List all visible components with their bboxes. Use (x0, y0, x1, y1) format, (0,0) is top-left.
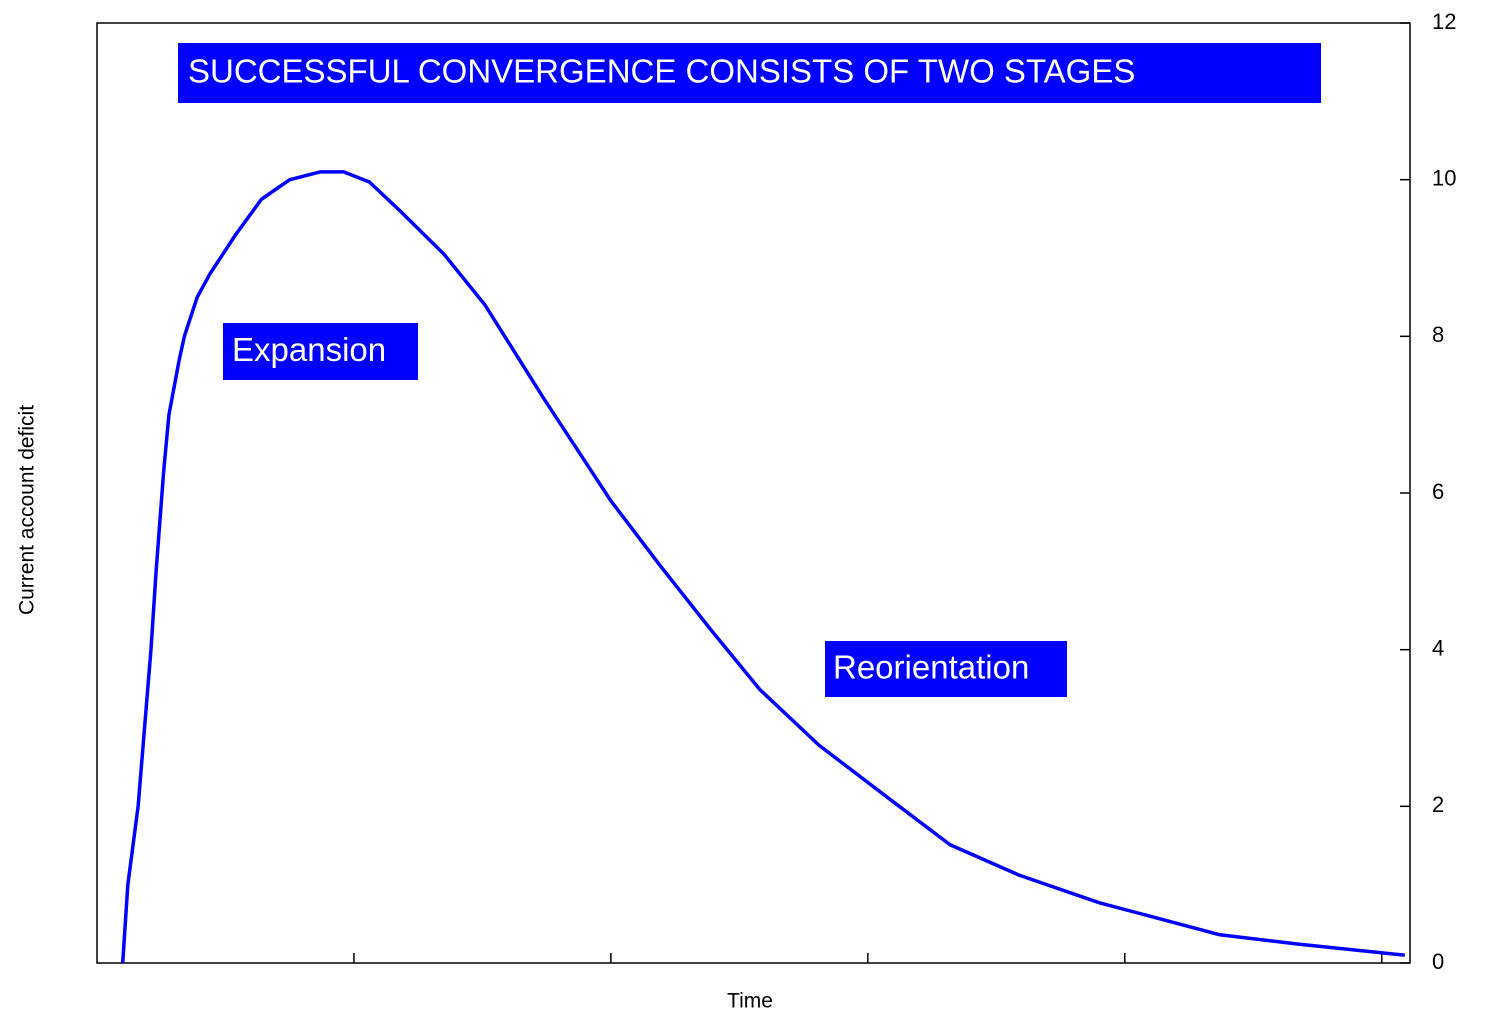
annotation-box (223, 323, 418, 380)
annotation-box (825, 641, 1067, 697)
annotation-box (178, 43, 1321, 103)
y-tick-label: 0 (1432, 949, 1444, 974)
y-tick-label: 10 (1432, 165, 1456, 190)
y-axis-label: Current account deficit (16, 405, 39, 615)
y-tick-label: 2 (1432, 792, 1444, 817)
annotation: Reorientation (833, 649, 1029, 686)
y-tick-label: 12 (1432, 9, 1456, 34)
y-tick-label: 4 (1432, 635, 1444, 660)
y-tick-label: 6 (1432, 479, 1444, 504)
line (120, 170, 1406, 964)
plot-frame (96, 22, 1411, 964)
annotation: SUCCESSFUL CONVERGENCE CONSISTS OF TWO S… (188, 53, 1135, 90)
annotation: Expansion (232, 331, 386, 368)
y-tick-label: 8 (1432, 322, 1444, 347)
x-axis-label: Time (727, 990, 773, 1013)
